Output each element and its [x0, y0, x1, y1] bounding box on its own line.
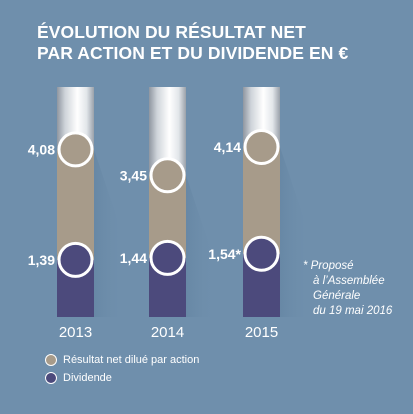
legend-item-dividend: Dividende: [45, 369, 199, 387]
value-label-dividend: 1,39: [28, 252, 55, 268]
marker-eps: [57, 131, 94, 168]
bar-shadows: [94, 146, 310, 317]
marker-dividend: [57, 241, 94, 278]
footnote-line-2: à l’Assemblée: [313, 275, 385, 287]
value-label-eps: 4,14: [214, 139, 241, 155]
title-line-1: ÉVOLUTION DU RÉSULTAT NET: [37, 22, 306, 42]
title-line-2: PAR ACTION ET DU DIVIDENDE EN €: [37, 43, 349, 63]
footnote-line-3: Générale: [313, 290, 361, 302]
value-label-dividend: 1,54*: [208, 246, 241, 262]
bar-shadow: [280, 146, 310, 317]
legend-label-eps: Résultat net dilué par action: [63, 354, 200, 366]
value-label-dividend: 1,44: [120, 250, 147, 266]
legend-swatch-dividend: [45, 372, 57, 384]
bar-shadow: [186, 175, 216, 317]
year-label: 2015: [245, 324, 278, 341]
chart-title: ÉVOLUTION DU RÉSULTAT NET PAR ACTION ET …: [37, 22, 397, 64]
legend: Résultat net dilué par action Dividende: [45, 351, 199, 387]
bar-eps: [57, 149, 94, 260]
marker-eps: [243, 128, 280, 165]
value-labels-group: 4,08 1,39 3,45 1,44 4,14 1,54*: [28, 139, 242, 268]
legend-item-eps: Résultat net dilué par action: [45, 351, 199, 369]
marker-eps: [149, 157, 186, 194]
footnote-line-4: du 19 mai 2016: [313, 305, 393, 317]
footnote: * Proposé à l’Assemblée Générale du 19 m…: [303, 259, 411, 319]
bar-shadow: [94, 149, 124, 317]
year-label: 2013: [59, 324, 92, 341]
value-label-eps: 3,45: [120, 167, 147, 183]
bars-group: [57, 87, 280, 317]
footnote-line-1: * Proposé: [303, 260, 354, 272]
legend-label-dividend: Dividende: [63, 372, 112, 384]
legend-swatch-eps: [45, 354, 57, 366]
year-labels-group: 2013 2014 2015: [59, 324, 278, 341]
year-label: 2014: [151, 324, 184, 341]
marker-dividend: [243, 235, 280, 272]
marker-dividend: [149, 239, 186, 276]
value-label-eps: 4,08: [28, 141, 55, 157]
markers-group: [57, 128, 280, 278]
